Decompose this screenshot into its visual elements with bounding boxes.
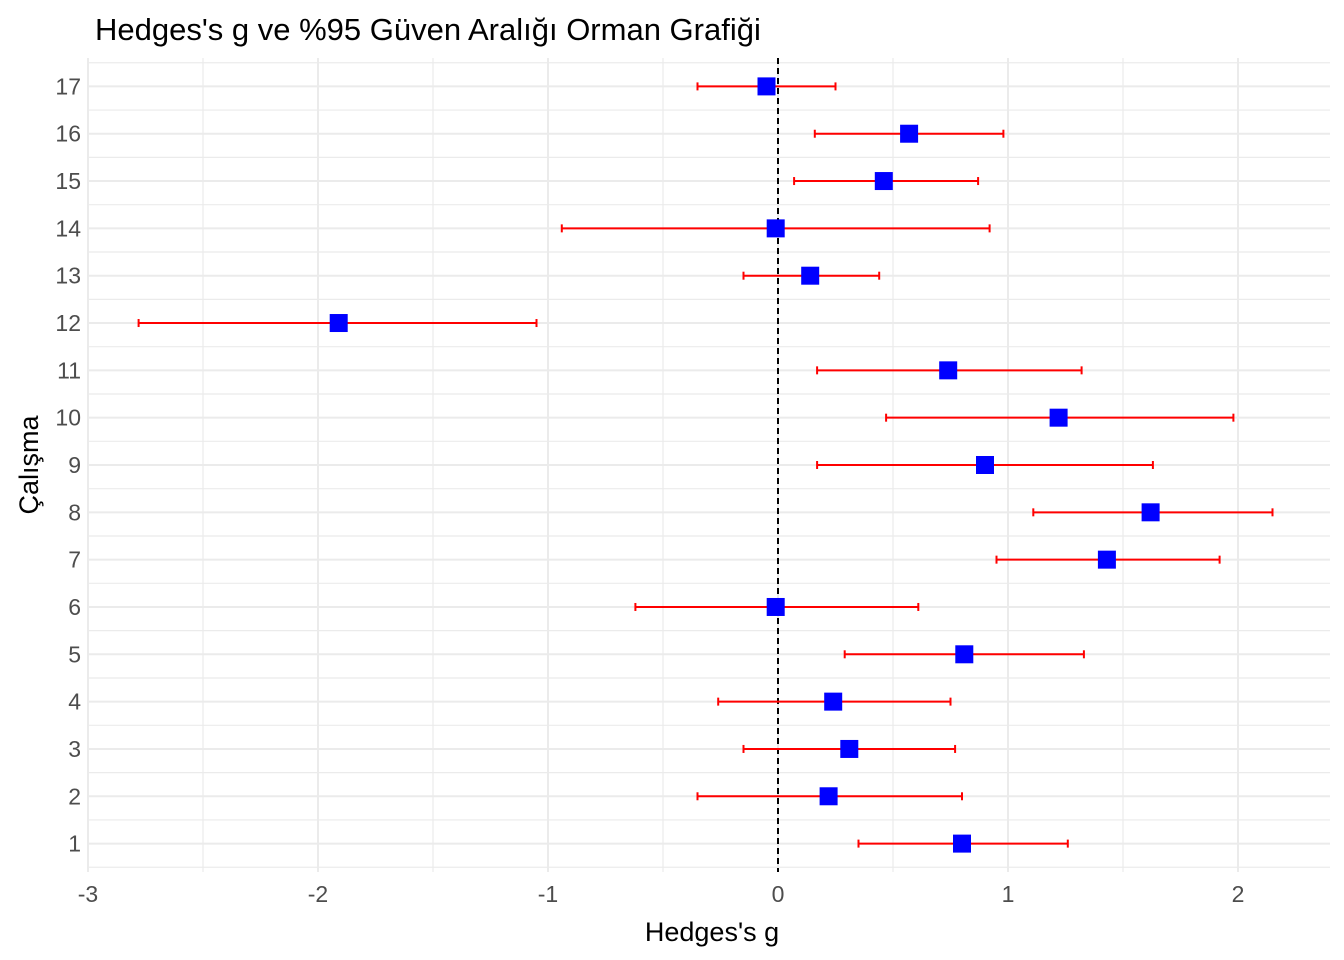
point-estimate	[953, 834, 971, 853]
point-estimate	[766, 219, 785, 238]
chart-title: Hedges's g ve %95 Güven Aralığı Orman Gr…	[95, 12, 761, 47]
y-tick-label: 13	[55, 263, 81, 289]
data-marks	[137, 77, 1274, 853]
y-axis-title: Çalışma	[14, 415, 44, 515]
point-estimate	[976, 456, 994, 474]
x-tick-label: -2	[308, 881, 328, 907]
point-estimate	[824, 692, 843, 711]
point-estimate	[766, 597, 785, 616]
y-tick-label: 15	[55, 168, 81, 194]
point-estimate	[1097, 550, 1116, 569]
point-estimate	[874, 172, 893, 191]
y-tick-label: 7	[68, 547, 81, 573]
point-estimate	[1049, 408, 1068, 427]
point-estimate	[900, 124, 919, 143]
point-estimate	[329, 314, 348, 333]
y-tick-label: 8	[68, 499, 81, 525]
point-estimate	[801, 266, 820, 285]
point-estimate	[955, 645, 974, 664]
point-estimate	[1141, 503, 1160, 522]
y-tick-label: 14	[55, 215, 81, 241]
x-axis-ticks: -3 -2 -1 0 1 2	[78, 881, 1245, 907]
x-axis-title: Hedges's g	[645, 917, 779, 947]
x-tick-label: -3	[78, 881, 98, 907]
y-tick-label: 12	[55, 310, 81, 336]
y-tick-label: 16	[55, 121, 81, 147]
y-tick-label: 17	[55, 73, 81, 99]
y-tick-label: 10	[55, 405, 81, 431]
x-tick-label: 1	[1002, 881, 1015, 907]
y-tick-label: 2	[68, 783, 81, 809]
point-estimate	[757, 77, 776, 96]
y-tick-label: 3	[68, 736, 81, 762]
point-estimate	[840, 739, 859, 758]
y-tick-label: 6	[68, 594, 81, 620]
y-tick-label: 1	[68, 831, 81, 857]
y-tick-label: 5	[68, 641, 81, 667]
x-tick-label: -1	[538, 881, 558, 907]
x-tick-label: 2	[1232, 881, 1245, 907]
x-tick-label: 0	[772, 881, 785, 907]
point-estimate	[819, 787, 838, 806]
y-tick-label: 9	[68, 452, 81, 478]
y-tick-label: 4	[68, 689, 81, 715]
point-estimate	[939, 361, 958, 380]
y-tick-label: 11	[57, 357, 81, 383]
